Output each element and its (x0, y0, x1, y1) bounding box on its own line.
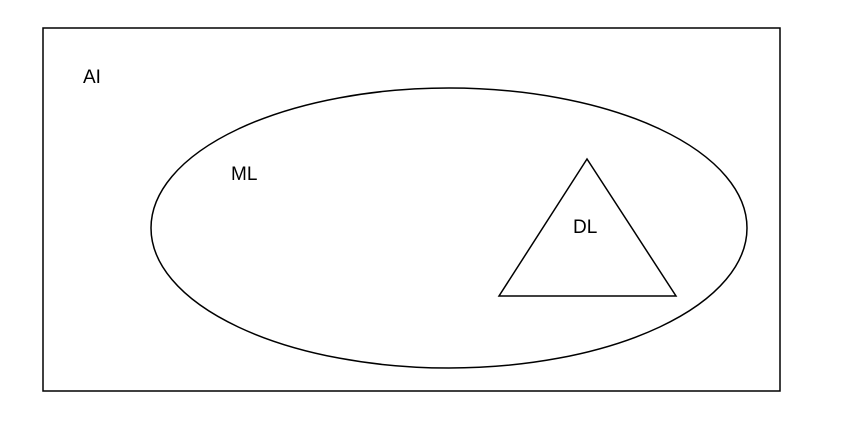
ml-ellipse (150, 87, 748, 369)
ai-label: AI (83, 67, 101, 88)
ml-label: ML (231, 164, 257, 185)
ai-rectangle (42, 27, 781, 392)
dl-label: DL (573, 217, 597, 238)
dl-triangle (497, 157, 678, 297)
